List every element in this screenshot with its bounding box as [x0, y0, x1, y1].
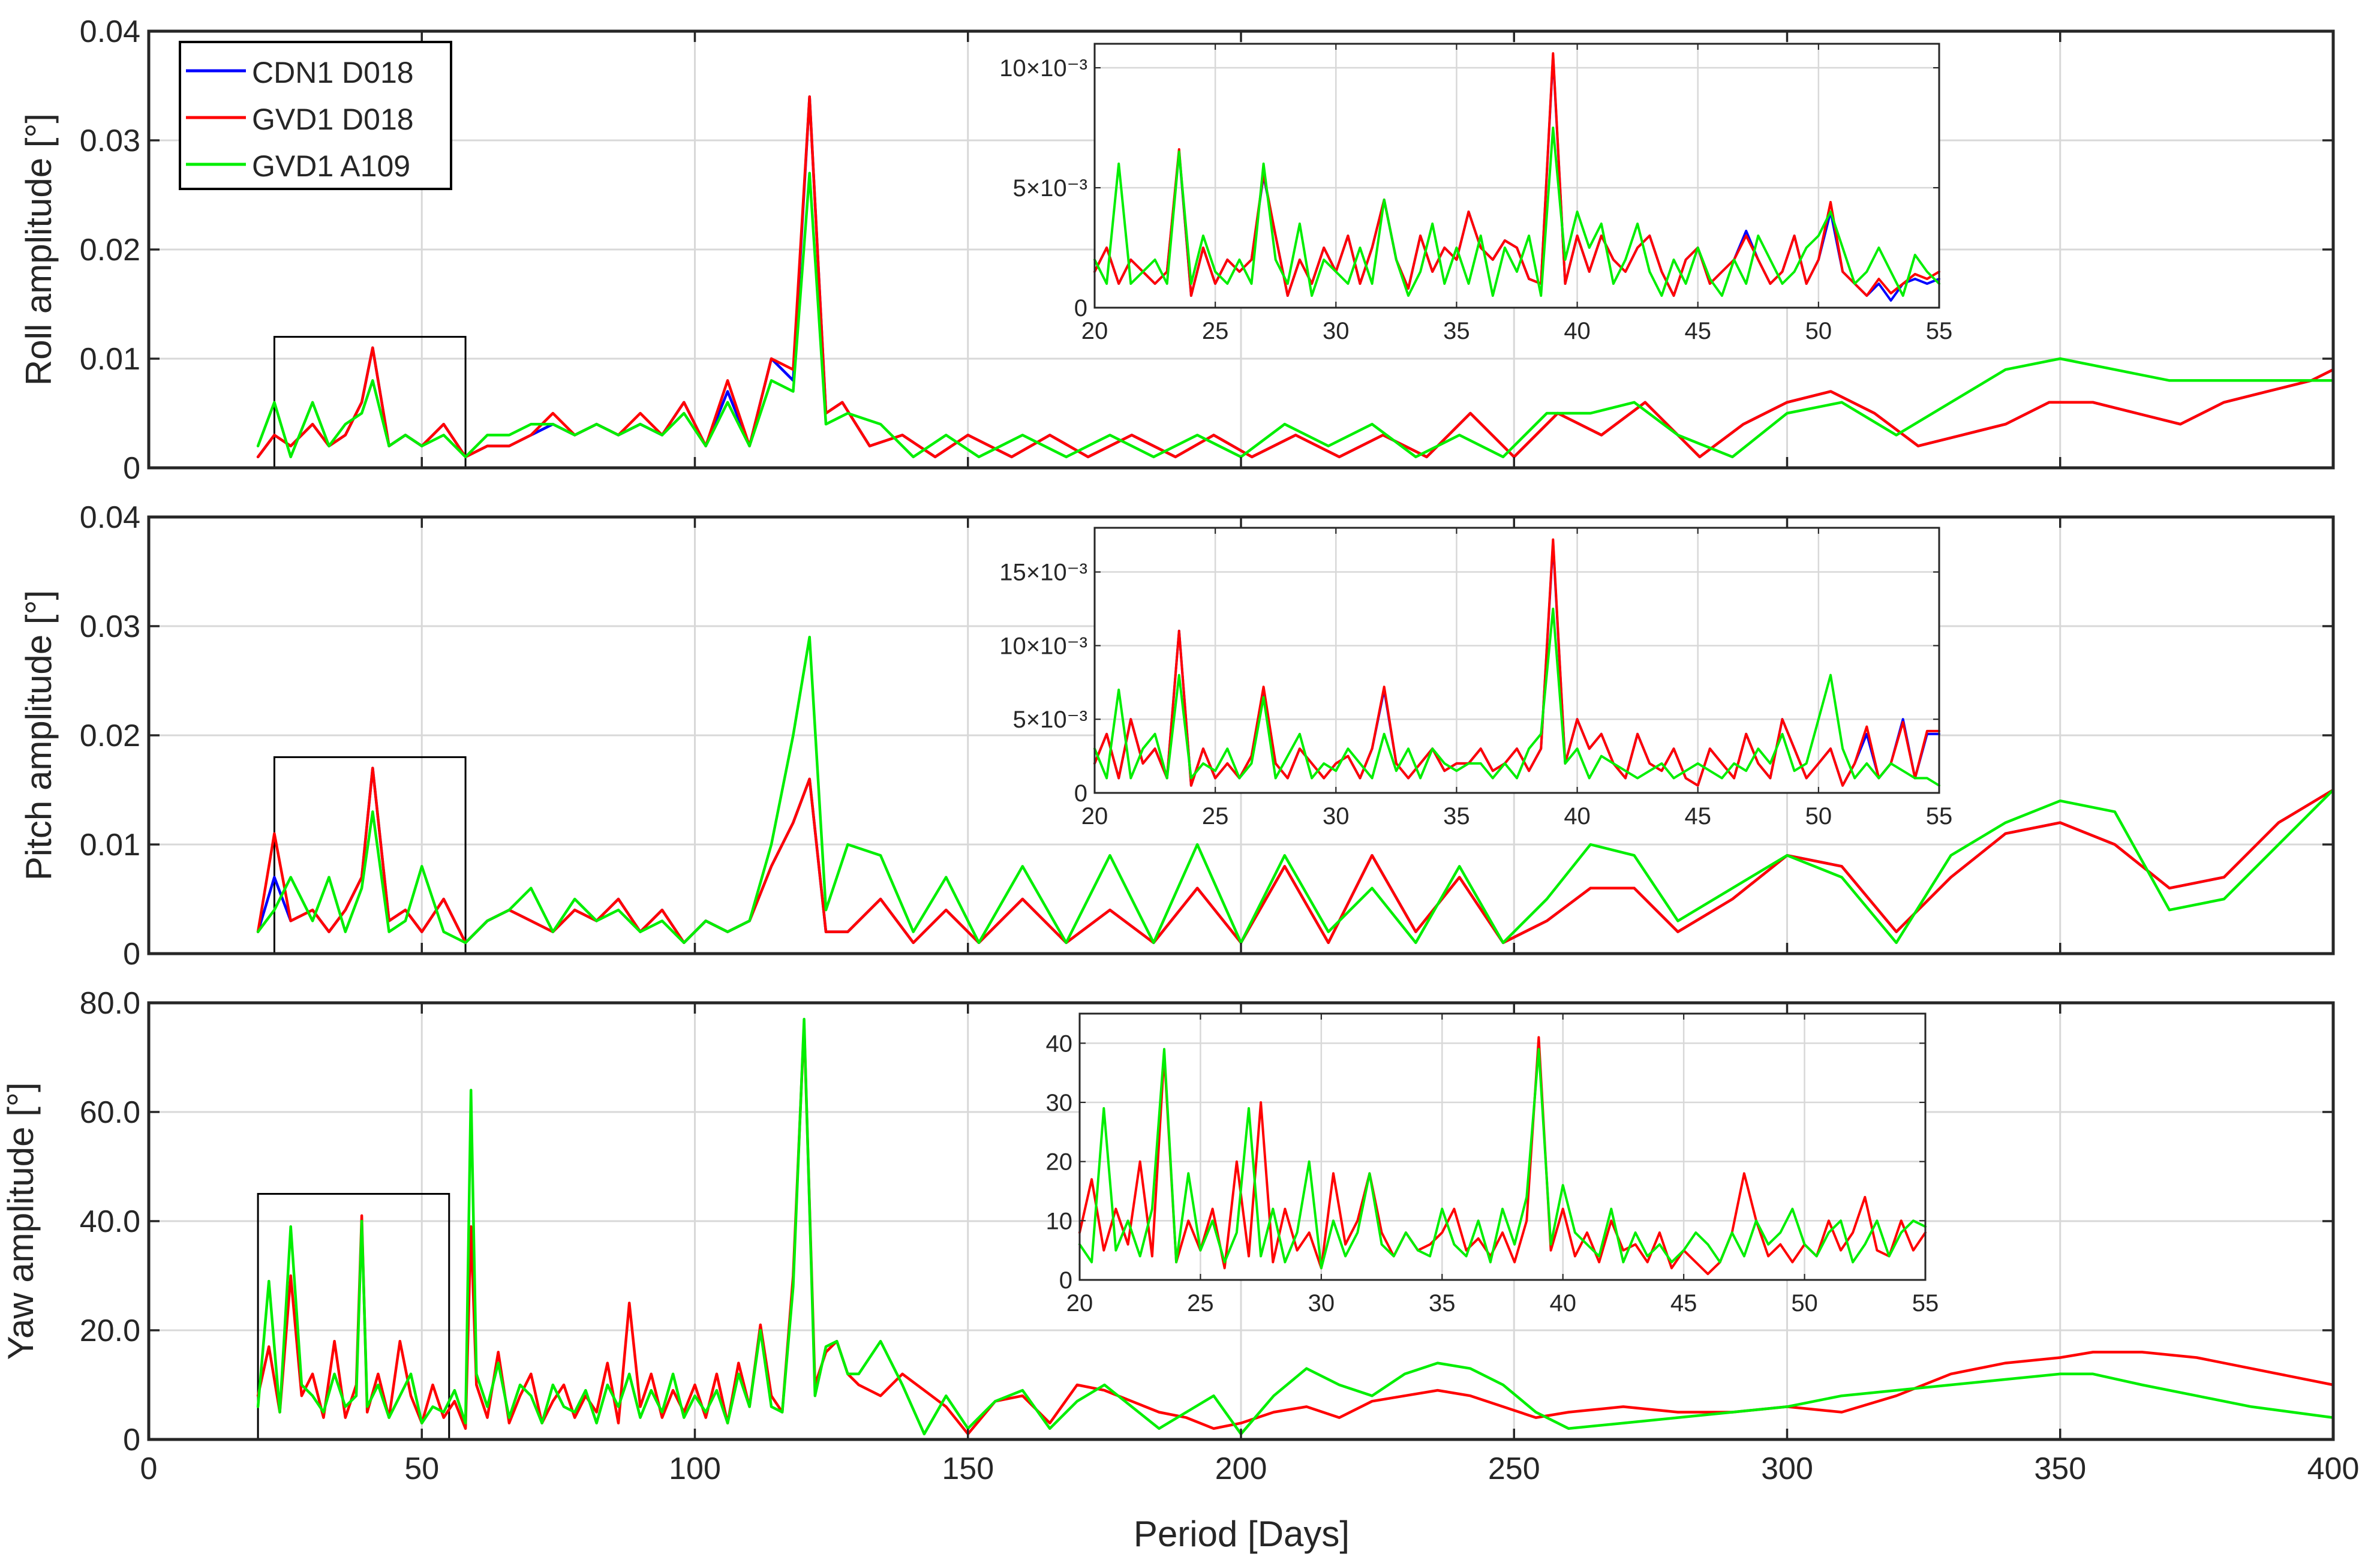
roll-inset-x-tick-label-55: 55: [1926, 318, 1953, 344]
yaw-inset-y-tick-label-2: 20: [1046, 1149, 1073, 1176]
pitch-inset-x-tick-label-30: 30: [1323, 803, 1350, 829]
pitch-inset-x-tick-label-20: 20: [1081, 803, 1108, 829]
yaw-inset-x-tick-label-30: 30: [1308, 1290, 1335, 1316]
legend: CDN1 D018 GVD1 D018 GVD1 A109: [179, 41, 452, 190]
roll-inset-x-tick-label-40: 40: [1564, 318, 1591, 344]
roll-inset-y-tick-label-2: 10×10⁻³: [999, 55, 1087, 82]
pitch-inset-axes-frame: [1093, 527, 1940, 794]
yaw-y-tick-label-3: 60.0: [80, 1095, 140, 1130]
yaw-panel: 020.040.060.080.00 50 100 150 200 250 300 350 40…: [1, 986, 2359, 1486]
pitch-inset-y-tick-label-3: 15×10⁻³: [999, 560, 1087, 586]
pitch-inset-x-tick-label-40: 40: [1564, 803, 1591, 829]
yaw-x-tick-label-400: 400: [2307, 1451, 2360, 1486]
yaw-y-tick-label-4: 80.0: [80, 986, 140, 1021]
yaw-inset-y-tick-label-4: 40: [1046, 1030, 1073, 1057]
pitch-inset-x-tick-label-55: 55: [1926, 803, 1953, 829]
roll-y-tick-label-1: 0.01: [80, 342, 140, 377]
yaw-x-tick-label-350: 350: [2034, 1451, 2086, 1486]
roll-inset-x-tick-label-30: 30: [1323, 318, 1350, 344]
roll-inset-series-gvd1-a109: [1093, 127, 1940, 297]
pitch-y-tick-label-2: 0.02: [80, 719, 140, 753]
roll-panel: 0 0.01 0.02 0.03 0.04 Roll amplitude [°] 0 5×10…: [19, 14, 2335, 486]
pitch-y-tick-label-1: 0.01: [80, 828, 140, 862]
pitch-inset-y-tick-label-2: 10×10⁻³: [999, 633, 1087, 659]
pitch-y-tick-label-4: 0.04: [80, 500, 140, 535]
yaw-inset-y-tick-label-3: 30: [1046, 1090, 1073, 1116]
yaw-inset-x-tick-label-50: 50: [1791, 1290, 1818, 1316]
yaw-x-tick-label-300: 300: [1761, 1451, 1813, 1486]
yaw-x-tick-label-100: 100: [669, 1451, 721, 1486]
pitch-y-axis-title: Pitch amplitude [°]: [19, 590, 59, 880]
yaw-inset-x-tick-label-35: 35: [1429, 1290, 1456, 1316]
roll-y-axis-title: Roll amplitude [°]: [19, 113, 59, 386]
roll-y-tick-label-0: 0: [123, 451, 140, 486]
roll-inset-x-tick-label-45: 45: [1684, 318, 1711, 344]
legend-label-gvd1-a109: GVD1 A109: [252, 149, 410, 183]
pitch-y-tick-label-0: 0: [123, 937, 140, 972]
legend-label-cdn1-d018: CDN1 D018: [252, 56, 414, 89]
roll-series-gvd1-a109: [256, 172, 2335, 459]
yaw-y-tick-label-1: 20.0: [80, 1313, 140, 1348]
roll-inset-x-tick-label-20: 20: [1081, 318, 1108, 344]
roll-inset-axes-frame: [1093, 43, 1940, 309]
legend-label-gvd1-d018: GVD1 D018: [252, 103, 414, 136]
roll-inset: 0 5×10⁻³ 10×10⁻³ 20 25 30 35 40 45 50 55: [999, 43, 1953, 344]
pitch-series-gvd1-a109: [256, 635, 2335, 945]
yaw-inset-x-tick-label-20: 20: [1066, 1290, 1093, 1316]
roll-series-gvd1-d018: [256, 95, 2335, 459]
yaw-x-tick-label-150: 150: [942, 1451, 994, 1486]
roll-y-tick-label-3: 0.03: [80, 124, 140, 158]
yaw-x-tick-label-0: 0: [140, 1451, 158, 1486]
pitch-inset-x-tick-label-25: 25: [1202, 803, 1229, 829]
x-axis-title: Period [Days]: [1134, 1514, 1350, 1554]
yaw-series-gvd1-a109: [256, 1018, 2335, 1436]
roll-y-tick-label-2: 0.02: [80, 233, 140, 267]
roll-inset-y-tick-label-0: 0: [1074, 295, 1087, 321]
roll-y-tick-label-4: 0.04: [80, 14, 140, 49]
yaw-inset: 0 10 20 30 40 20 25 30 35 40 45 50 55: [1046, 1012, 1939, 1316]
yaw-y-axis-title: Yaw amplitude [°]: [1, 1082, 41, 1360]
roll-inset-x-tick-label-25: 25: [1202, 318, 1229, 344]
yaw-inset-y-tick-label-1: 10: [1046, 1208, 1073, 1234]
pitch-inset: 0 5×10⁻³ 10×10⁻³ 15×10⁻³ 20 25 30 35 40 45 50 55: [999, 527, 1953, 829]
yaw-x-tick-label-50: 50: [404, 1451, 439, 1486]
pitch-panel: 0 0.01 0.02 0.03 0.04 Pitch amplitude [°] 0 5×1…: [19, 500, 2335, 972]
yaw-inset-plot-area: [1080, 1014, 1925, 1280]
yaw-x-tick-label-200: 200: [1215, 1451, 1267, 1486]
yaw-y-tick-label-0: 0: [123, 1423, 140, 1457]
pitch-inset-y-tick-label-0: 0: [1074, 780, 1087, 807]
pitch-series-gvd1-d018: [256, 767, 2335, 945]
yaw-inset-x-tick-label-55: 55: [1912, 1290, 1939, 1316]
roll-inset-y-tick-label-1: 5×10⁻³: [1012, 175, 1087, 202]
pitch-inset-series-gvd1-d018: [1093, 538, 1940, 787]
pitch-inset-plot-area: [1095, 528, 1939, 793]
pitch-y-tick-label-3: 0.03: [80, 609, 140, 644]
yaw-inset-y-tick-label-0: 0: [1059, 1267, 1072, 1294]
roll-inset-x-tick-label-50: 50: [1805, 318, 1832, 344]
yaw-inset-x-tick-label-45: 45: [1670, 1290, 1697, 1316]
pitch-inset-y-tick-label-1: 5×10⁻³: [1012, 707, 1087, 733]
roll-inset-x-tick-label-35: 35: [1443, 318, 1470, 344]
yaw-x-tick-label-250: 250: [1488, 1451, 1540, 1486]
pitch-inset-series-gvd1-a109: [1093, 608, 1940, 787]
yaw-y-tick-label-2: 40.0: [80, 1204, 140, 1239]
yaw-inset-axes-frame: [1078, 1012, 1927, 1281]
yaw-inset-x-tick-label-25: 25: [1187, 1290, 1214, 1316]
pitch-inset-x-tick-label-45: 45: [1684, 803, 1711, 829]
pitch-inset-x-tick-label-35: 35: [1443, 803, 1470, 829]
yaw-inset-x-tick-label-40: 40: [1549, 1290, 1576, 1316]
pitch-inset-x-tick-label-50: 50: [1805, 803, 1832, 829]
yaw-inset-series-gvd1-a109: [1078, 1048, 1927, 1270]
